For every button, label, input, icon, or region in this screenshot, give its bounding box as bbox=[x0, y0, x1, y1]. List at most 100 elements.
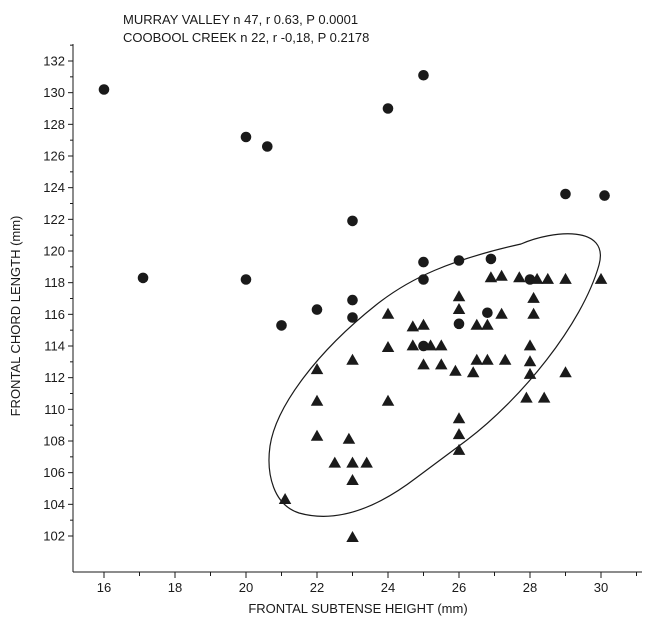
data-point-triangle bbox=[513, 271, 526, 283]
data-point-triangle bbox=[452, 290, 466, 302]
data-point-triangle bbox=[484, 271, 498, 283]
data-point-triangle bbox=[381, 307, 395, 319]
data-point-circle bbox=[311, 304, 323, 315]
data-point-circle bbox=[240, 274, 252, 285]
data-point-circle bbox=[347, 294, 358, 306]
data-point-triangle bbox=[559, 366, 572, 378]
data-point-circle bbox=[347, 215, 358, 227]
y-tick-label: 118 bbox=[44, 275, 65, 290]
data-point-triangle bbox=[406, 339, 420, 351]
data-point-circle bbox=[485, 253, 497, 265]
data-point-triangle bbox=[449, 364, 462, 376]
series-circles bbox=[98, 69, 610, 352]
data-point-triangle bbox=[346, 531, 359, 542]
data-point-triangle bbox=[470, 353, 483, 365]
data-point-triangle bbox=[452, 428, 466, 440]
y-tick-label: 124 bbox=[43, 180, 65, 195]
y-tick-label: 102 bbox=[43, 529, 65, 544]
y-tick-label: 128 bbox=[43, 117, 65, 132]
annotation-murray-valley: MURRAY VALLEY n 47, r 0.63, P 0.0001 bbox=[123, 12, 358, 27]
annotation-coobool-creek: COOBOOL CREEK n 22, r -0,18, P 0.2178 bbox=[123, 30, 369, 45]
data-point-triangle bbox=[523, 339, 537, 351]
data-point-triangle bbox=[520, 391, 533, 403]
y-tick-label: 130 bbox=[43, 85, 65, 100]
y-axis-title: FRONTAL CHORD LENGTH (mm) bbox=[8, 216, 23, 417]
data-point-triangle bbox=[310, 429, 324, 441]
y-tick-label: 106 bbox=[43, 465, 65, 480]
data-point-circle bbox=[382, 103, 394, 114]
data-point-circle bbox=[453, 318, 465, 330]
x-tick-label: 22 bbox=[310, 580, 324, 595]
data-point-triangle bbox=[310, 363, 324, 375]
data-point-triangle bbox=[523, 367, 537, 379]
y-axis-ticks: 102 104 106 108 110 112 114 116 118 120 122 124 126 1… bbox=[43, 44, 73, 544]
data-point-triangle bbox=[346, 353, 359, 365]
data-point-triangle bbox=[381, 394, 395, 406]
y-tick-label: 114 bbox=[44, 339, 65, 354]
data-point-circle bbox=[262, 141, 273, 152]
data-point-triangle bbox=[530, 272, 544, 284]
data-point-triangle bbox=[495, 269, 508, 281]
data-point-triangle bbox=[559, 272, 572, 284]
data-point-circle bbox=[347, 312, 358, 323]
data-point-triangle bbox=[452, 412, 466, 424]
data-point-triangle bbox=[537, 391, 551, 403]
x-tick-label: 28 bbox=[523, 580, 537, 595]
x-tick-label: 18 bbox=[168, 580, 182, 595]
y-tick-label: 126 bbox=[43, 149, 65, 164]
data-point-triangle bbox=[527, 291, 540, 303]
data-point-circle bbox=[599, 190, 610, 201]
data-point-triangle bbox=[381, 341, 395, 352]
data-point-triangle bbox=[406, 320, 420, 332]
data-point-circle bbox=[137, 272, 149, 284]
confidence-ellipse bbox=[268, 233, 601, 517]
y-tick-label: 108 bbox=[43, 434, 65, 449]
x-tick-label: 26 bbox=[452, 580, 466, 595]
data-point-triangle bbox=[360, 456, 373, 468]
data-point-triangle bbox=[417, 318, 430, 330]
x-tick-label: 24 bbox=[381, 580, 395, 595]
data-point-circle bbox=[482, 307, 493, 319]
data-point-triangle bbox=[523, 355, 537, 367]
x-tick-label: 20 bbox=[239, 580, 253, 595]
data-point-triangle bbox=[346, 474, 359, 485]
data-point-triangle bbox=[328, 456, 341, 468]
data-point-triangle bbox=[342, 432, 356, 444]
data-point-circle bbox=[418, 69, 429, 81]
data-point-triangle bbox=[435, 358, 448, 370]
legend-annotations: MURRAY VALLEY n 47, r 0.63, P 0.0001 COO… bbox=[123, 12, 369, 45]
data-point-triangle bbox=[541, 272, 554, 284]
y-tick-label: 112 bbox=[44, 370, 65, 385]
data-point-triangle bbox=[452, 303, 466, 314]
data-point-circle bbox=[560, 188, 571, 200]
series-triangles bbox=[278, 269, 608, 542]
y-tick-label: 116 bbox=[44, 307, 65, 322]
data-point-circle bbox=[418, 274, 429, 285]
y-tick-label: 132 bbox=[43, 54, 65, 69]
data-point-triangle bbox=[424, 339, 437, 351]
x-axis-title: FRONTAL SUBTENSE HEIGHT (mm) bbox=[248, 601, 467, 616]
data-point-triangle bbox=[417, 358, 430, 370]
y-tick-label: 122 bbox=[43, 212, 65, 227]
y-tick-label: 120 bbox=[43, 244, 65, 259]
data-point-circle bbox=[240, 131, 252, 143]
data-point-triangle bbox=[481, 353, 494, 365]
x-axis-ticks: 16 18 20 22 24 26 28 30 bbox=[97, 572, 637, 595]
data-point-triangle bbox=[527, 307, 540, 319]
y-tick-label: 104 bbox=[43, 497, 65, 512]
x-tick-label: 30 bbox=[594, 580, 608, 595]
data-point-triangle bbox=[452, 443, 466, 455]
data-point-circle bbox=[453, 255, 465, 266]
data-point-triangle bbox=[495, 307, 508, 319]
y-tick-label: 110 bbox=[44, 402, 65, 417]
data-point-triangle bbox=[435, 339, 448, 351]
data-point-triangle bbox=[310, 394, 324, 406]
data-point-triangle bbox=[498, 353, 512, 365]
data-point-circle bbox=[276, 320, 287, 331]
x-tick-label: 16 bbox=[97, 580, 111, 595]
data-point-triangle bbox=[278, 493, 292, 504]
data-point-triangle bbox=[594, 272, 608, 284]
data-point-triangle bbox=[466, 366, 480, 378]
data-point-circle bbox=[98, 84, 110, 95]
